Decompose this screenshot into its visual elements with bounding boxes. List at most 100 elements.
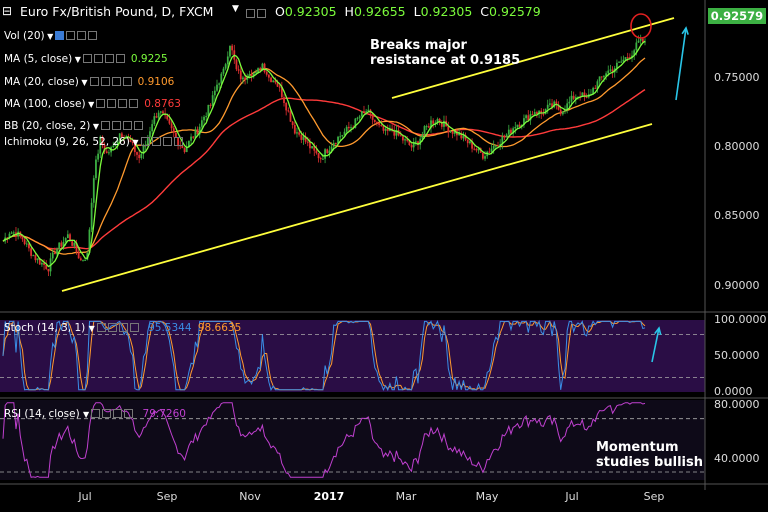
indicator-row[interactable]: MA (100, close) ▼ 0.8763 [4,98,181,110]
candle-body [490,148,493,152]
candle-body [138,154,141,159]
candle-body [460,132,463,139]
candle-body [62,241,65,247]
candle-body [90,202,93,230]
indicator-label: Vol (20) [4,30,45,42]
candle-body [395,130,398,136]
candle-body [203,116,205,121]
indicator-controls[interactable]: ▼ [72,53,125,65]
candle-body [207,104,210,117]
stoch-label[interactable]: Stoch (14, 3, 1) [4,322,86,334]
indicator-row[interactable]: Ichimoku (9, 26, 52, 26) ▼ [4,136,183,148]
indicator-controls[interactable]: ▼ [90,120,144,132]
rsi-pane-bg [0,400,705,480]
indicator-label: MA (5, close) [4,53,73,65]
candle-body [304,136,307,142]
candle-body [218,83,221,85]
candle-body [458,132,461,136]
candle-body [373,119,376,122]
candle-body [226,56,229,65]
rsi-label[interactable]: RSI (14, close) [4,408,80,420]
candle-body [475,149,478,151]
candle-body [205,116,208,118]
candle-body [237,69,240,71]
candle-body [302,136,305,140]
candle-body [172,128,175,133]
candle-body [609,69,612,71]
candle-body [248,74,251,78]
candle-body [553,101,556,108]
rsi-line [2,402,646,478]
candle-body [449,131,452,133]
indicator-controls[interactable]: ▼ [79,76,132,88]
candle-body [481,152,484,159]
indicator-label: Ichimoku (9, 26, 52, 26) [4,136,130,148]
candle-body [211,95,214,106]
candle-body [319,158,322,160]
candle-body [529,114,532,121]
candle-body [30,248,33,256]
candle-body [23,239,26,244]
candle-body [116,139,119,146]
price-arrow-head [681,26,689,35]
y-tick-label: 0.85000 [714,209,760,223]
candle-body [453,130,456,134]
rsi-value: 79.7260 [142,408,186,420]
candle-body [488,151,491,153]
indicator-value: 0.9225 [130,53,168,65]
candle-body [103,144,106,152]
indicator-row[interactable]: Vol (20) ▼ [4,30,98,42]
candle-body [285,102,288,111]
candle-body [112,145,115,148]
candle-body [267,74,270,78]
candle-body [615,62,618,69]
candle-body [603,76,605,78]
candle-body [423,126,426,135]
indicator-controls[interactable]: ▼ [45,30,98,42]
candle-body [410,145,413,148]
candle-body [28,243,30,249]
candle-body [404,139,406,141]
indicator-controls[interactable]: ▼ [130,136,183,148]
indicator-row[interactable]: MA (20, close) ▼ 0.9106 [4,76,174,88]
indicator-controls[interactable]: ▼ [86,98,139,110]
candle-body [51,252,54,259]
indicator-row[interactable]: MA (5, close) ▼ 0.9225 [4,53,168,65]
candle-body [641,38,644,43]
ma5-line [2,40,646,268]
candle-body [430,120,432,128]
candle-body [6,237,9,239]
candle-body [507,129,510,135]
candle-body [548,103,551,105]
indicator-row[interactable]: BB (20, close, 2) ▼ [4,120,144,132]
chevron-down-icon[interactable]: ▼ [232,4,239,14]
candle-body [503,136,506,138]
symbol-title[interactable]: Euro Fx/British Pound, D, FXCM [20,4,214,19]
candle-body [259,68,262,71]
candle-body [32,255,35,257]
candle-body [183,148,186,153]
candle-body [386,128,389,131]
candle-body [168,119,171,124]
candle-body [401,136,404,141]
candle-body [131,141,134,144]
candle-body [551,103,553,108]
low-value: 0.92305 [420,4,473,19]
candle-body [635,42,638,51]
candle-body [628,57,631,59]
annotation-line: Breaks major [370,38,467,53]
low-label: L [413,4,421,19]
indicator-label: MA (20, close) [4,76,79,88]
candle-body [525,115,528,119]
candle-body [330,146,333,151]
price-arrow [675,27,687,101]
candle-body [79,258,82,261]
header-controls[interactable] [244,5,266,20]
candle-body [427,126,430,128]
collapse-icon[interactable]: ⊟ [2,4,13,18]
candle-body [77,251,80,259]
candle-body [129,137,132,142]
candle-body [8,233,11,238]
close-label: C [480,4,490,19]
